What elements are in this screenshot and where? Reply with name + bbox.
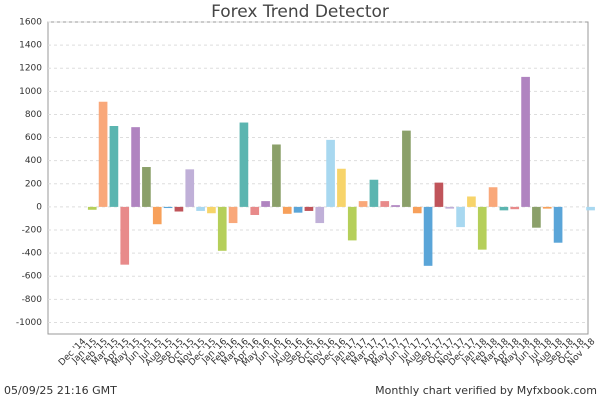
bar xyxy=(499,206,509,211)
chart-title: Forex Trend Detector xyxy=(211,2,389,22)
y-tick-label: 600 xyxy=(25,133,42,143)
bar xyxy=(445,206,455,209)
bar xyxy=(272,144,281,207)
bar xyxy=(250,206,260,215)
bar xyxy=(174,206,184,212)
y-tick-label: -400 xyxy=(22,249,43,259)
bar xyxy=(391,205,400,207)
bar xyxy=(228,206,238,224)
bar xyxy=(358,201,368,207)
bar xyxy=(521,76,530,207)
bar xyxy=(163,206,173,209)
bar xyxy=(261,201,270,207)
bar xyxy=(120,206,130,265)
bar xyxy=(337,168,346,207)
y-tick-label: -800 xyxy=(22,295,43,305)
bar xyxy=(586,206,595,211)
bar xyxy=(553,206,563,243)
bar xyxy=(532,206,541,228)
bar xyxy=(402,130,411,207)
bar xyxy=(131,127,140,207)
bar xyxy=(434,182,444,207)
bar xyxy=(326,139,335,207)
y-tick-label: 1600 xyxy=(19,18,42,28)
y-tick-label: 0 xyxy=(36,202,42,212)
bar xyxy=(207,206,216,214)
bar xyxy=(87,206,97,210)
bar xyxy=(98,101,108,207)
y-tick-label: 1200 xyxy=(19,64,42,74)
bar xyxy=(369,179,379,207)
bar xyxy=(217,206,227,251)
footer-left: 05/09/25 21:16 GMT xyxy=(4,384,117,397)
y-tick-label: -200 xyxy=(22,226,43,236)
bar xyxy=(185,169,195,207)
bar xyxy=(239,122,249,207)
bar xyxy=(477,206,487,250)
bar xyxy=(488,187,498,207)
y-tick-label: 800 xyxy=(25,110,42,120)
footer-right: Monthly chart verified by Myfxbook.com xyxy=(375,384,597,397)
bar xyxy=(109,126,119,207)
bar xyxy=(510,206,520,210)
bar xyxy=(293,206,303,213)
bar xyxy=(423,206,433,266)
y-tick-label: 1000 xyxy=(19,87,42,97)
bar xyxy=(456,206,465,228)
y-tick-label: 400 xyxy=(25,156,42,166)
bar xyxy=(380,201,390,207)
bar xyxy=(152,206,162,225)
bar xyxy=(347,206,357,241)
y-tick-label: -1000 xyxy=(16,318,42,328)
bar xyxy=(282,206,292,214)
bar xyxy=(315,206,325,224)
bar xyxy=(304,206,314,211)
bar xyxy=(412,206,422,214)
y-tick-label: -600 xyxy=(22,272,43,282)
bar xyxy=(542,206,552,209)
y-tick-label: 200 xyxy=(25,179,42,189)
bar xyxy=(196,206,205,211)
bar xyxy=(467,196,476,207)
y-tick-label: 1400 xyxy=(19,41,42,51)
bar xyxy=(142,167,151,207)
